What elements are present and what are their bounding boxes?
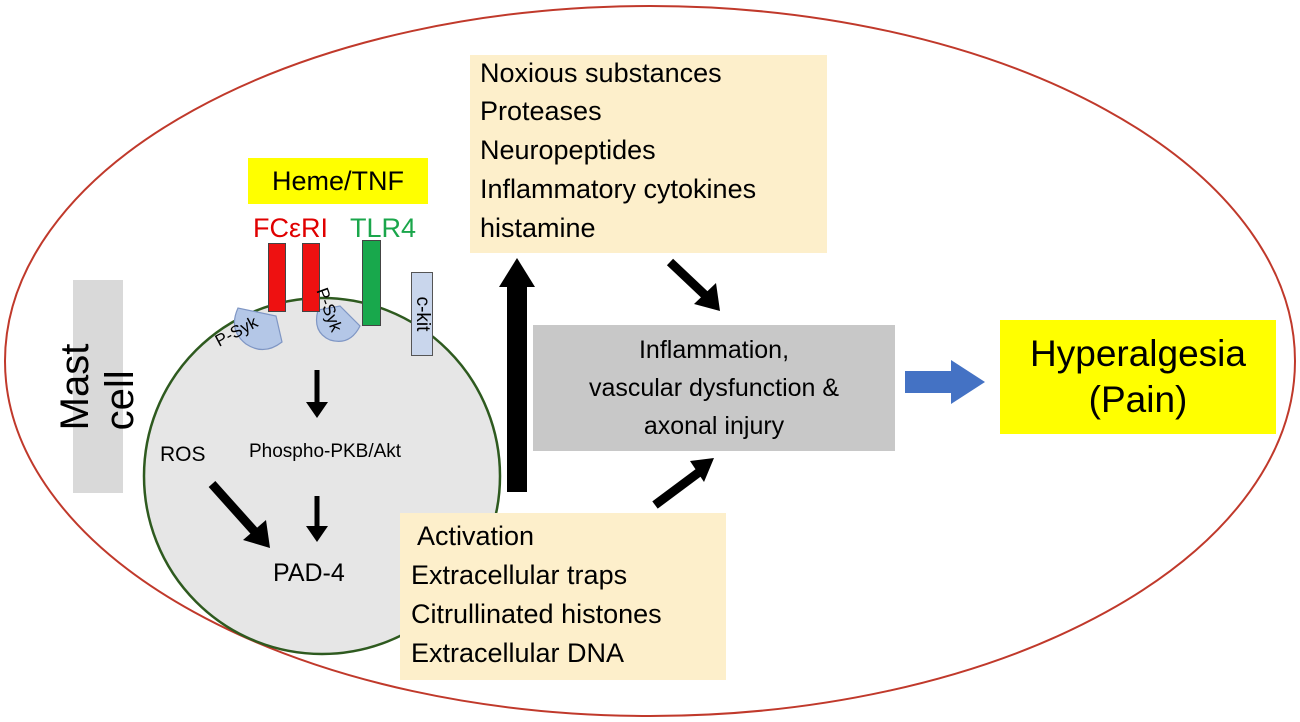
outcome-line: Inflammation,	[638, 336, 790, 364]
arrow-activation-to-inflammation	[652, 458, 714, 509]
tlr4-receptor-bar	[362, 240, 381, 326]
arrow-receptor-to-akt	[306, 370, 328, 418]
outcome-line: vascular dysfunction &	[588, 374, 840, 402]
syk-shape-left	[233, 307, 283, 351]
mediator-item: Noxious substances	[480, 58, 722, 88]
mast-cell-label: Mast cell	[53, 280, 142, 493]
activation-item: Citrullinated histones	[411, 599, 662, 629]
outcome-line: axonal injury	[643, 412, 785, 440]
ckit-label: c-kit	[412, 296, 433, 332]
arrow-up-to-mediators	[499, 258, 535, 492]
fceri-receptor-bar-2	[302, 243, 320, 312]
outer-ellipse	[4, 5, 1296, 717]
result-line: Hyperalgesia	[1030, 333, 1246, 374]
result-line: (Pain)	[1088, 379, 1188, 420]
ros-label: ROS	[160, 443, 206, 466]
fceri-label: FCεRI	[253, 213, 329, 243]
mast-cell-text: Mast cell	[53, 343, 142, 430]
fceri-receptor-bar-1	[268, 243, 286, 312]
ckit-receptor-bar: c-kit	[411, 272, 433, 356]
tlr4-label: TLR4	[350, 213, 417, 243]
mediator-item: Inflammatory cytokines	[480, 174, 757, 204]
mediator-item: Neuropeptides	[480, 135, 656, 165]
arrow-ros-to-pad4	[208, 480, 270, 548]
syk-shape-right	[315, 305, 361, 342]
arrow-mediators-to-inflammation	[666, 258, 720, 311]
activation-item: Extracellular traps	[411, 560, 628, 590]
activation-box: Activation Extracellular traps Citrullin…	[400, 513, 726, 680]
akt-label: Phospho-PKB/Akt	[249, 441, 402, 462]
pad4-label: PAD-4	[273, 559, 345, 587]
stimulus-label: Heme/TNF	[248, 158, 428, 204]
activation-item: Activation	[417, 521, 535, 551]
mediator-item: Proteases	[480, 96, 602, 126]
result-box: Hyperalgesia (Pain)	[1000, 320, 1276, 434]
mediators-box: Noxious substances Proteases Neuropeptid…	[470, 55, 827, 253]
mediator-item: histamine	[480, 213, 596, 243]
outcome-box: Inflammation, vascular dysfunction & axo…	[533, 325, 895, 451]
activation-item: Extracellular DNA	[411, 638, 625, 668]
arrow-akt-to-pad4	[306, 496, 328, 542]
arrow-to-hyperalgesia	[905, 360, 985, 404]
